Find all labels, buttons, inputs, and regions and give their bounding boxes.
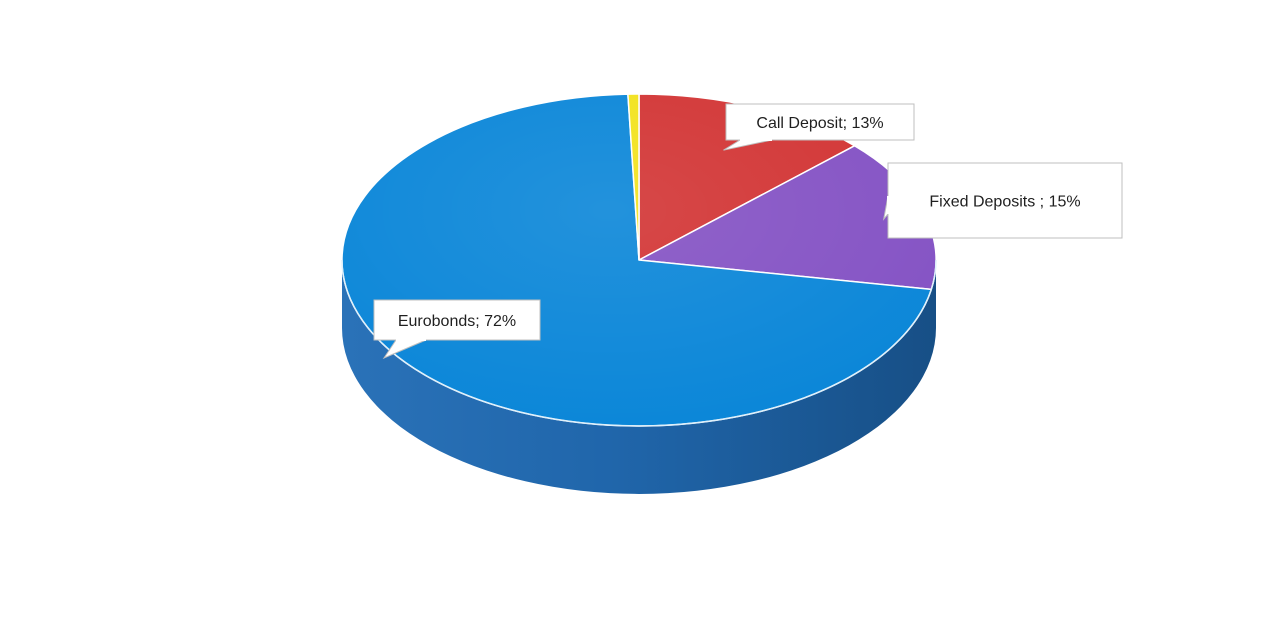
pie-slices <box>341 93 937 427</box>
callout-box <box>725 103 915 141</box>
pie-side-wall <box>342 260 936 494</box>
callout-call-deposit: Call Deposit; 13% <box>723 103 915 151</box>
data-label-eurobonds: Eurobonds; 72% <box>398 313 516 330</box>
callout-box <box>373 299 541 341</box>
callout-pointer <box>382 339 427 360</box>
data-label-call-deposit: Call Deposit; 13% <box>756 115 883 132</box>
callout-pointer <box>882 195 889 221</box>
callout-eurobonds: Eurobonds; 72% <box>373 299 541 360</box>
callout-fixed-deposits: Fixed Deposits ; 15% <box>882 162 1123 239</box>
pie-callouts: Call Deposit; 13% Fixed Deposits ; 15% Eur… <box>373 103 1123 360</box>
callout-pointer <box>723 139 773 151</box>
data-label-fixed-deposits: Fixed Deposits ; 15% <box>929 194 1080 211</box>
